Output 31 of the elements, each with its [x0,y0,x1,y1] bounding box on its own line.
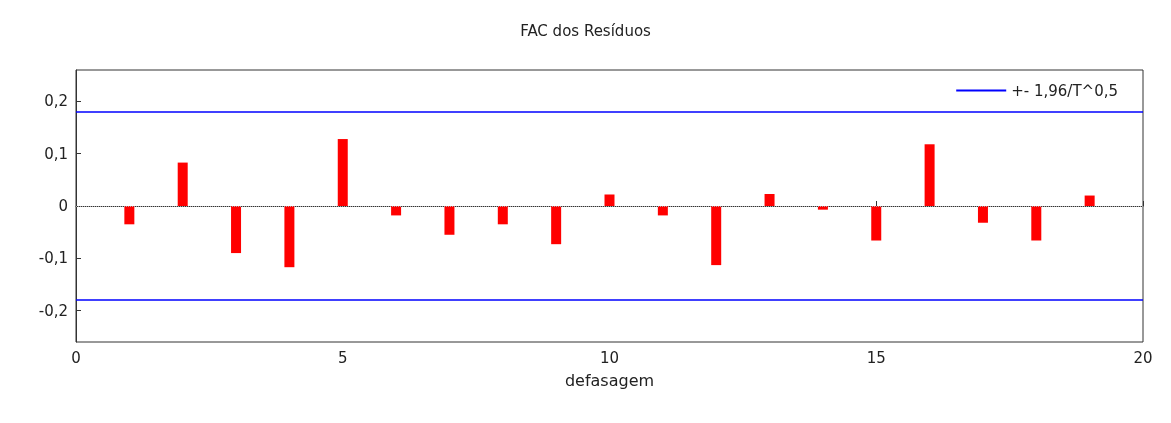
bar [497,206,508,225]
chart-title: FAC dos Resíduos [520,21,652,40]
bar [551,206,562,245]
y-tick-label: -0,2 [38,301,68,320]
bar [337,139,348,206]
x-axis-title: defasagem [564,370,655,390]
x-tick-label: 20 [1133,348,1153,367]
bar [764,193,775,206]
bar [177,162,188,206]
x-tick-label: 5 [337,348,348,367]
bar [604,194,615,206]
bar [444,206,455,235]
bar [871,206,882,241]
x-tick-label: 0 [71,348,81,367]
bar [977,206,988,223]
bar [711,206,722,266]
bar [124,206,135,225]
x-tick-label: 10 [599,348,620,367]
y-tick-label: 0,2 [44,92,68,111]
bar [657,206,668,216]
bar [284,206,295,268]
bar [1031,206,1042,241]
bar [1084,195,1095,206]
bar [231,206,242,254]
y-tick-label: 0 [58,197,68,215]
bar [924,144,935,206]
bar [391,206,402,216]
x-tick-label: 15 [866,348,886,367]
legend-label: +- 1,96/T^0,5 [1011,81,1119,100]
y-tick-label: -0,1 [38,249,68,268]
y-tick-label: 0,1 [44,144,68,163]
